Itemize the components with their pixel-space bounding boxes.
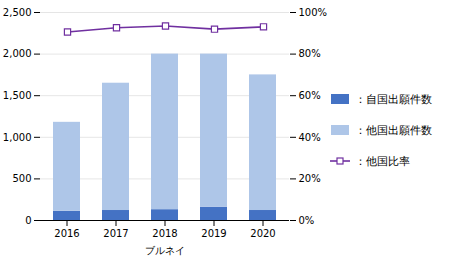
svg-text:0%: 0% (299, 215, 315, 226)
svg-text:2,500: 2,500 (3, 7, 32, 18)
svg-text:2020: 2020 (250, 228, 275, 239)
svg-text:20%: 20% (299, 173, 321, 184)
html-text:：自国出願件数: ：自国出願件数 (355, 92, 432, 106)
svg-text:40%: 40% (299, 132, 321, 143)
svg-text:0: 0 (25, 215, 31, 226)
svg-text:2018: 2018 (152, 228, 177, 239)
svg-text:2017: 2017 (103, 228, 128, 239)
html-text:：他国出願件数: ：他国出願件数 (355, 123, 432, 137)
svg-text:ブルネイ: ブルネイ (145, 245, 185, 256)
svg-text:60%: 60% (299, 90, 321, 101)
svg-text:1,000: 1,000 (3, 132, 32, 143)
svg-text:500: 500 (12, 173, 31, 184)
html-text:：他国比率: ：他国比率 (355, 154, 410, 168)
svg-text:2019: 2019 (201, 228, 226, 239)
svg-text:2016: 2016 (54, 228, 79, 239)
svg-text:1,500: 1,500 (3, 90, 32, 101)
svg-text:100%: 100% (299, 7, 328, 18)
svg-text:2,000: 2,000 (3, 48, 32, 59)
svg-text:80%: 80% (299, 48, 321, 59)
